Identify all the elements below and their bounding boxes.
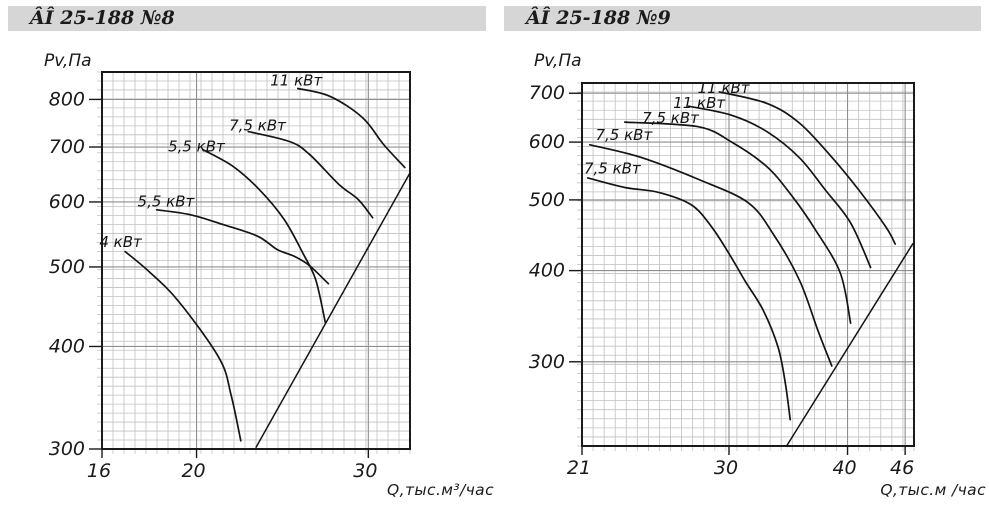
curve-power-label: 11 кВт	[698, 79, 751, 97]
y-tick-label: 800	[49, 88, 85, 110]
chart-title-no8: ÂÎ 25-188 №8	[30, 7, 175, 29]
y-tick-label: 400	[529, 260, 565, 282]
y-tick-label: 600	[529, 131, 565, 153]
fan-performance-curve	[124, 250, 242, 442]
fan-performance-curve	[202, 148, 327, 324]
x-axis-title: Q,тыс.м /час	[880, 481, 986, 499]
plot-frame	[101, 71, 411, 450]
curve-power-label: 5,5 кВт	[168, 138, 226, 156]
y-tick-label: 600	[49, 191, 85, 213]
y-tick-label: 400	[49, 335, 85, 357]
y-tick-label: 300	[49, 438, 85, 460]
curve-power-label: 7,5 кВт	[229, 117, 287, 135]
x-axis-title: Q,тыс.м³/час	[387, 481, 494, 499]
chart-title-bar-no9: ÂÎ 25-188 №9	[504, 6, 981, 31]
fan-performance-curve	[623, 121, 852, 324]
x-tick-label: 30	[353, 460, 377, 482]
curve-power-label: 7,5 кВт	[596, 126, 654, 144]
curve-power-label: 5,5 кВт	[138, 193, 196, 211]
curve-power-label: 4 кВт	[99, 233, 143, 251]
curve-power-label: 11 кВт	[270, 71, 323, 89]
curve-power-label: 7,5 кВт	[584, 160, 642, 178]
x-tick-label: 40	[832, 457, 856, 479]
y-tick-label: 300	[529, 351, 565, 373]
fan-performance-curve	[155, 208, 330, 285]
y-axis-title: Pv,Па	[44, 51, 92, 71]
fan-performance-curve	[586, 177, 792, 421]
x-tick-label: 21	[567, 457, 591, 479]
fan-performance-curve	[247, 130, 374, 219]
system-resistance-line	[255, 172, 411, 449]
system-resistance-line	[785, 242, 914, 447]
y-tick-label: 500	[529, 189, 565, 211]
plot-frame	[581, 82, 915, 447]
fan-performance-curve	[588, 143, 833, 367]
curve-power-label: 7,5 кВт	[642, 109, 700, 127]
x-tick-label: 30	[714, 457, 738, 479]
x-tick-label: 16	[87, 460, 111, 482]
x-tick-label: 20	[181, 460, 205, 482]
fan-performance-curve	[296, 87, 406, 169]
y-tick-label: 500	[49, 256, 85, 278]
fan-performance-curve	[718, 91, 897, 245]
chart-title-bar-no8: ÂÎ 25-188 №8	[8, 6, 486, 31]
chart-title-no9: ÂÎ 25-188 №9	[526, 7, 671, 29]
x-tick-label: 46	[890, 457, 914, 479]
y-axis-title: Pv,Па	[534, 51, 582, 71]
curve-power-label: 11 кВт	[673, 94, 726, 112]
y-tick-label: 700	[49, 136, 85, 158]
fan-performance-curve	[687, 105, 872, 269]
y-tick-label: 700	[529, 82, 565, 104]
